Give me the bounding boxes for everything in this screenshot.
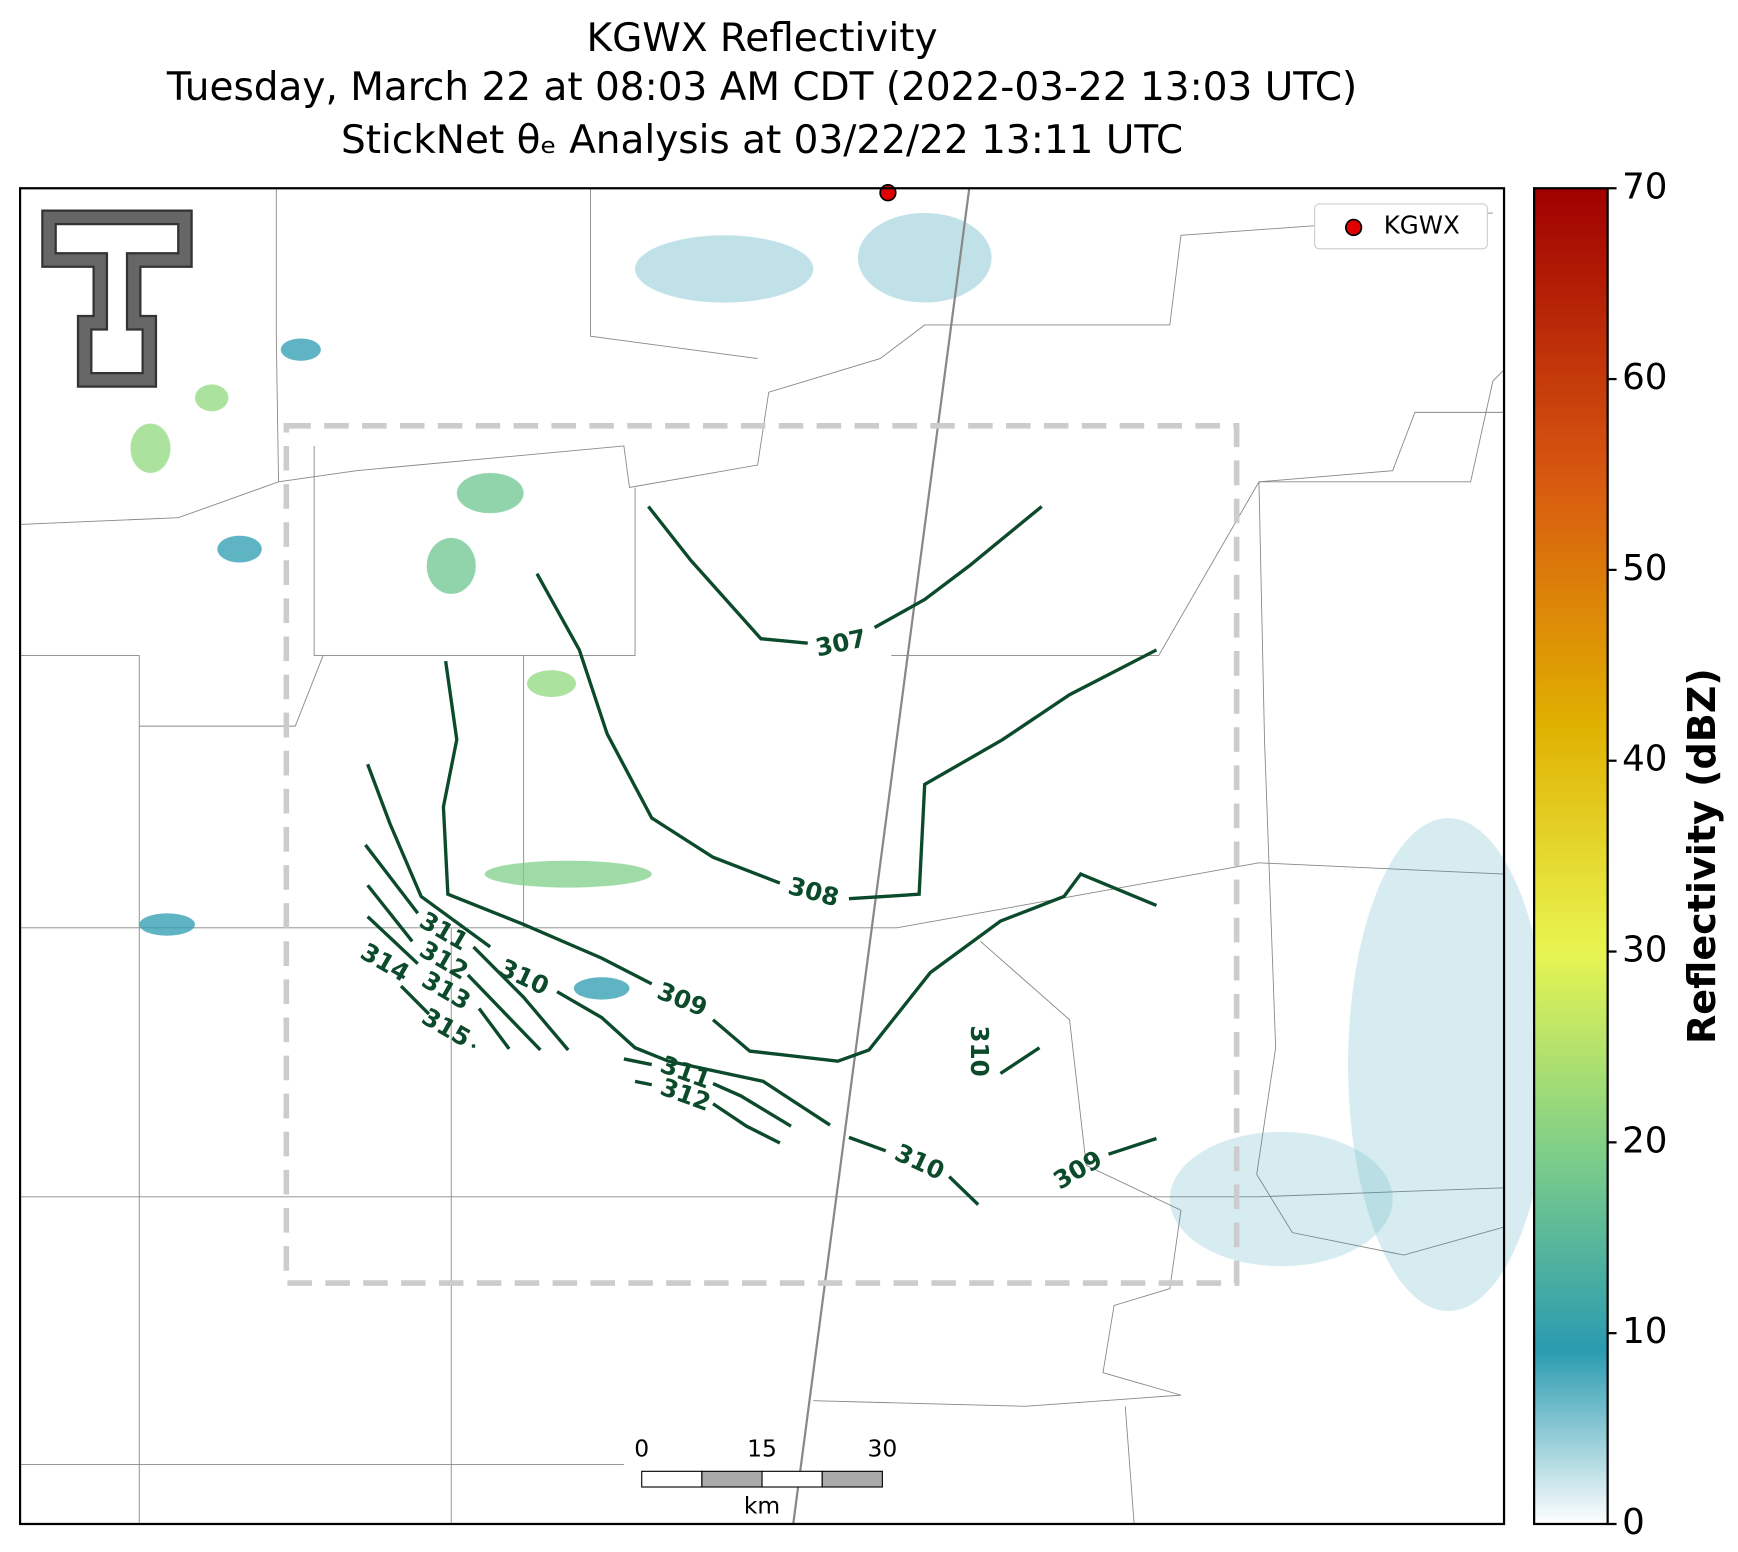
scale-segment xyxy=(761,1470,823,1488)
contour-line xyxy=(441,660,653,986)
county-lines xyxy=(20,188,1505,1525)
contour-line xyxy=(712,1082,792,1128)
colorbar-tick-label: 60 xyxy=(1622,357,1667,398)
scale-segment xyxy=(701,1470,763,1488)
colorbar-label: Reflectivity (dBZ) xyxy=(1680,668,1724,1044)
contour-line xyxy=(712,1102,781,1145)
contour-line xyxy=(366,915,419,965)
ttu-logo xyxy=(41,209,193,388)
contour-line xyxy=(711,872,1158,1063)
title: KGWX Reflectivity xyxy=(587,16,938,61)
legend-label: KGWX xyxy=(1384,210,1460,239)
colorbar-tick-label: 30 xyxy=(1622,929,1667,970)
colorbar-tick-label: 10 xyxy=(1622,1311,1667,1352)
contour-line xyxy=(466,973,542,1052)
scale-segment xyxy=(641,1470,703,1488)
contour-line xyxy=(623,1057,653,1067)
map: 3073083093103113123133143153103113123103… xyxy=(18,184,1549,1526)
contour-line xyxy=(366,763,492,949)
contour-line xyxy=(366,884,414,943)
map-background xyxy=(20,188,1505,1524)
scale-segment xyxy=(821,1470,883,1488)
contour-line xyxy=(1108,1136,1157,1156)
colorbar-tick-label: 20 xyxy=(1622,1120,1667,1161)
scale-unit: km xyxy=(744,1492,780,1520)
contour-line xyxy=(999,1046,1041,1075)
contour-line xyxy=(948,1175,980,1206)
contour-line xyxy=(848,648,1158,901)
scale-tick-label: 0 xyxy=(634,1434,649,1462)
contour-line xyxy=(364,843,420,915)
contour-label: 310 xyxy=(965,1025,994,1076)
colorbar-tick-label: 0 xyxy=(1622,1502,1645,1543)
colorbar-tick-label: 70 xyxy=(1622,166,1667,207)
contour-line xyxy=(848,1135,887,1153)
legend-marker xyxy=(1345,218,1363,237)
colorbar xyxy=(1533,187,1609,1526)
contour-line xyxy=(556,990,831,1127)
colorbar-ticks: 0 10 20 30 40 50 60 70 xyxy=(1607,166,1668,1543)
contour-line xyxy=(647,505,808,645)
contour-line xyxy=(634,1079,653,1087)
scale-tick-label: 15 xyxy=(747,1434,777,1462)
map-frame xyxy=(18,187,1506,1526)
radar-echoes xyxy=(130,212,1549,1312)
radial-line xyxy=(792,188,971,1525)
analysis-domain xyxy=(283,423,1240,1286)
colorbar-tick-label: 40 xyxy=(1622,739,1667,780)
subtitle: Tuesday, March 22 at 08:03 AM CDT (2022-… xyxy=(166,65,1357,110)
scale-tick-label: 30 xyxy=(867,1434,897,1462)
legend-box xyxy=(1314,203,1488,250)
contour-line xyxy=(873,505,1043,629)
scale-bar: 0 15 30 km xyxy=(634,1434,897,1519)
contour-line xyxy=(477,1007,511,1050)
analysis-title: StickNet θₑ Analysis at 03/22/22 13:11 U… xyxy=(341,118,1183,163)
colorbar-tick-label: 50 xyxy=(1622,548,1667,589)
contour-line xyxy=(399,984,431,1016)
contour-line xyxy=(535,572,781,885)
contour-line xyxy=(472,945,570,1052)
